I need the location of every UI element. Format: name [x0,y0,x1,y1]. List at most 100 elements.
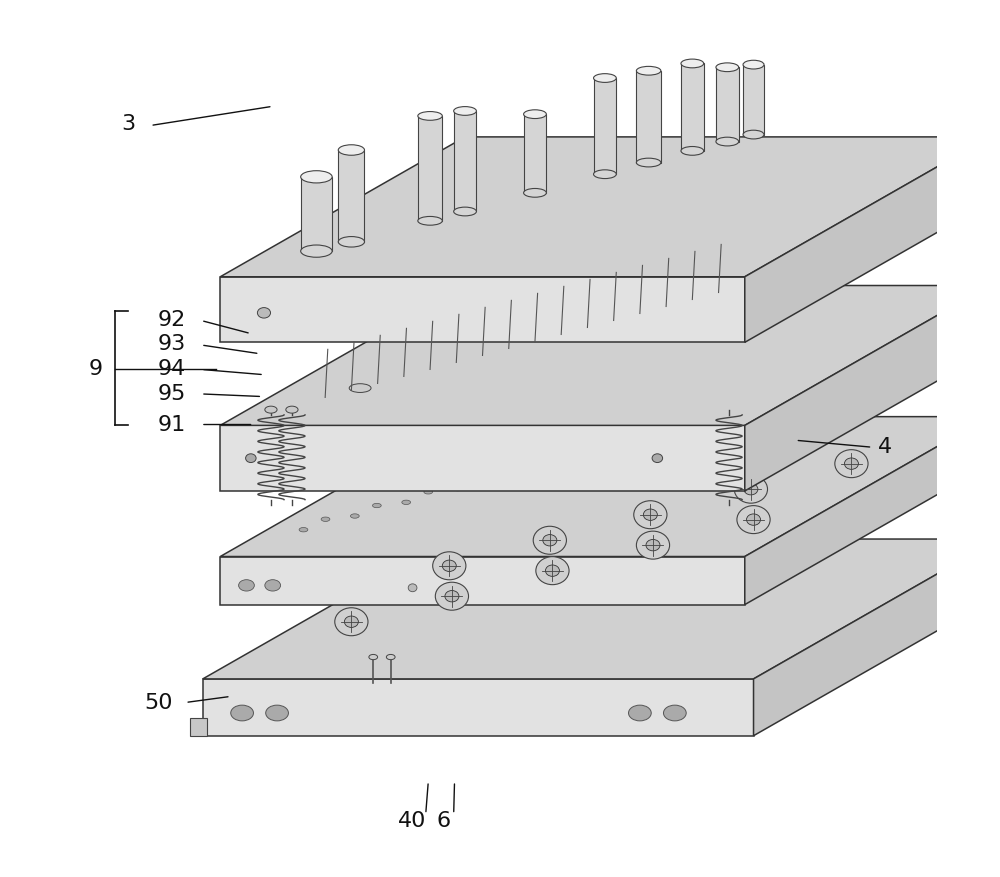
Ellipse shape [435,582,469,610]
Ellipse shape [338,145,364,155]
Ellipse shape [636,531,670,560]
Ellipse shape [732,408,741,412]
Ellipse shape [344,616,358,627]
Ellipse shape [265,406,277,413]
Ellipse shape [844,458,858,469]
Ellipse shape [533,526,566,554]
Polygon shape [524,114,546,193]
Ellipse shape [239,580,254,591]
Polygon shape [743,65,764,134]
Ellipse shape [445,590,459,602]
Polygon shape [220,557,745,604]
Ellipse shape [265,580,281,591]
Ellipse shape [454,207,476,216]
Ellipse shape [716,63,739,72]
Ellipse shape [418,111,442,120]
Polygon shape [754,539,998,736]
Ellipse shape [301,171,332,183]
Text: 40: 40 [398,811,427,831]
Ellipse shape [636,67,661,75]
Polygon shape [454,111,476,211]
Ellipse shape [299,528,308,531]
Ellipse shape [266,705,288,721]
Ellipse shape [286,406,298,413]
Ellipse shape [527,462,535,467]
Ellipse shape [475,476,484,481]
Polygon shape [636,71,661,162]
Polygon shape [203,679,754,736]
Polygon shape [220,417,990,557]
Ellipse shape [629,705,651,721]
Ellipse shape [744,483,758,495]
Ellipse shape [418,217,442,225]
Polygon shape [681,63,704,151]
Ellipse shape [646,539,660,551]
Text: 95: 95 [158,384,186,404]
Ellipse shape [257,308,271,318]
Ellipse shape [335,608,368,636]
Ellipse shape [659,431,667,436]
Ellipse shape [505,473,513,477]
Polygon shape [190,718,207,736]
Text: 93: 93 [158,334,186,354]
Ellipse shape [231,705,253,721]
Polygon shape [301,177,332,251]
Ellipse shape [743,130,764,139]
Ellipse shape [643,509,657,520]
Ellipse shape [433,552,466,580]
Ellipse shape [663,705,686,721]
Text: 3: 3 [121,114,136,134]
Ellipse shape [629,435,638,439]
Ellipse shape [338,237,364,247]
Polygon shape [745,417,990,604]
Text: 6: 6 [436,811,450,831]
Ellipse shape [652,453,663,462]
Ellipse shape [372,503,381,508]
Ellipse shape [737,506,770,533]
Text: 50: 50 [145,693,173,712]
Ellipse shape [716,137,739,146]
Ellipse shape [747,514,761,525]
Ellipse shape [681,421,689,425]
Ellipse shape [578,448,587,453]
Ellipse shape [321,517,330,522]
Ellipse shape [349,384,371,393]
Polygon shape [338,150,364,242]
Ellipse shape [636,158,661,167]
Polygon shape [594,78,616,175]
Ellipse shape [402,500,411,504]
Ellipse shape [681,146,704,155]
Polygon shape [220,286,990,425]
Polygon shape [220,277,745,342]
Ellipse shape [634,501,667,529]
Ellipse shape [734,475,768,503]
Ellipse shape [301,245,332,257]
Polygon shape [982,585,1000,607]
Polygon shape [418,116,442,221]
Ellipse shape [545,565,559,576]
Ellipse shape [743,61,764,69]
Text: 94: 94 [158,360,186,380]
Text: 9: 9 [89,360,103,380]
Ellipse shape [442,560,456,572]
Ellipse shape [681,59,704,68]
Ellipse shape [424,489,433,494]
Polygon shape [745,137,990,342]
Polygon shape [203,539,998,679]
Ellipse shape [594,74,616,82]
Ellipse shape [607,446,616,450]
Ellipse shape [246,453,256,462]
Ellipse shape [350,514,359,518]
Text: 4: 4 [878,438,892,457]
Polygon shape [220,425,745,491]
Polygon shape [745,286,990,491]
Ellipse shape [710,418,719,423]
Ellipse shape [453,487,462,491]
Ellipse shape [543,535,557,546]
Text: 92: 92 [158,310,186,330]
Ellipse shape [594,170,616,179]
Ellipse shape [524,189,546,197]
Ellipse shape [369,654,378,660]
Polygon shape [220,137,990,277]
Ellipse shape [536,557,569,585]
